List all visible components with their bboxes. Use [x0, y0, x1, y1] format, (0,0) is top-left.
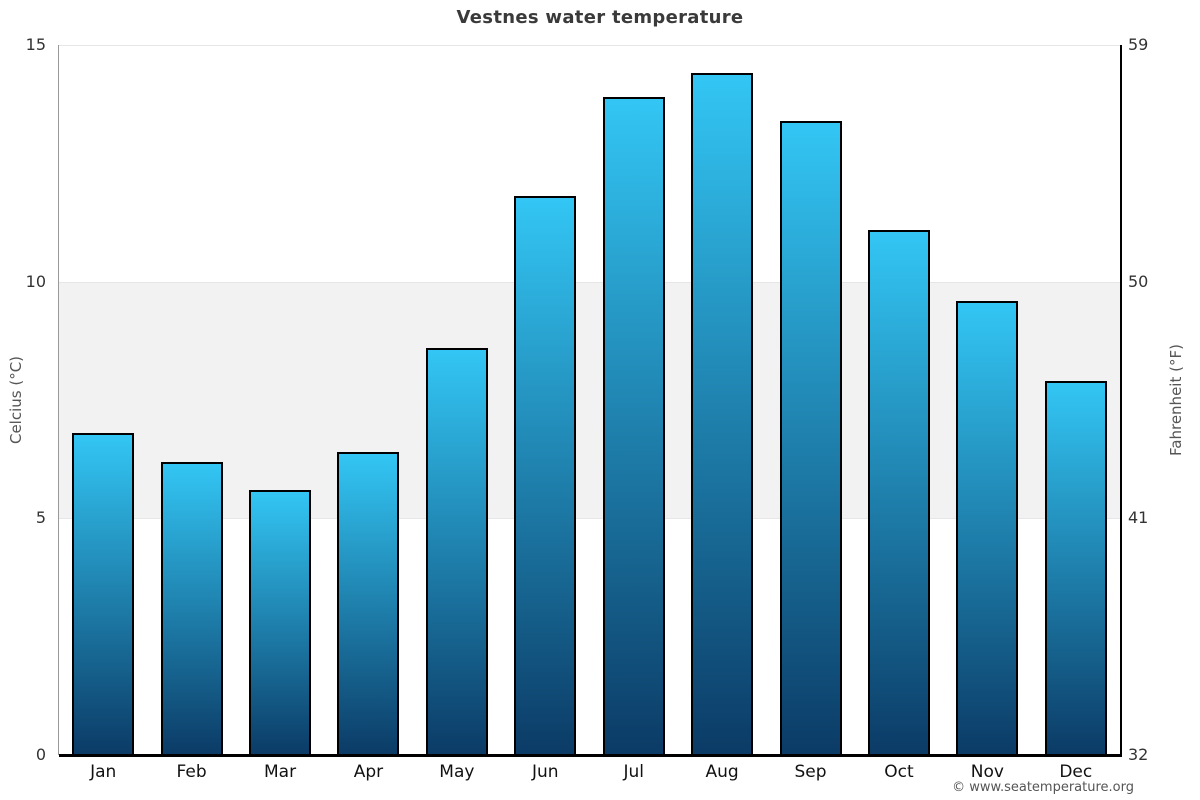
x-tick-label-aug: Aug: [705, 762, 739, 782]
x-tick-label-feb: Feb: [176, 762, 207, 782]
bar-oct: [867, 229, 930, 755]
bar-dec: [1044, 381, 1107, 755]
y-tick-right-50: 50: [1128, 271, 1149, 291]
x-tick-label-jun: Jun: [532, 762, 559, 782]
bar-may: [425, 347, 488, 755]
x-axis-line: [59, 754, 1122, 757]
y-axis-line-left: [58, 45, 59, 755]
y-tick-left-15: 15: [25, 35, 46, 54]
y-tick-left-10: 10: [25, 271, 46, 291]
gridline-10: [59, 281, 1120, 283]
y-tick-right-41: 41: [1128, 508, 1149, 528]
gridline-5: [59, 518, 1120, 520]
y-axis-line-right: [1120, 45, 1122, 757]
y-tick-right-32: 32: [1128, 745, 1149, 764]
y-tick-right-59: 59: [1128, 35, 1149, 54]
gridline-15: [59, 45, 1120, 46]
bar-mar: [249, 489, 312, 755]
credit-link[interactable]: © www.seatemperature.org: [952, 780, 1134, 795]
y-axis-title-celsius: Celcius (°C): [7, 355, 25, 445]
x-tick-label-sep: Sep: [794, 762, 827, 782]
plot-band-5-10: [59, 281, 1120, 519]
y-tick-left-5: 5: [35, 508, 46, 528]
bar-jun: [514, 196, 577, 755]
bar-nov: [956, 300, 1019, 755]
bar-feb: [160, 461, 223, 755]
x-tick-label-jul: Jul: [623, 762, 644, 782]
y-tick-left-0: 0: [35, 745, 46, 764]
y-axis-title-fahrenheit: Fahrenheit (°F): [1167, 344, 1185, 456]
chart-title: Vestnes water temperature: [456, 7, 744, 28]
plot-area: [59, 45, 1120, 755]
bar-jul: [602, 97, 665, 755]
bar-apr: [337, 452, 400, 755]
x-tick-label-may: May: [439, 762, 475, 782]
x-tick-label-nov: Nov: [970, 762, 1004, 782]
bar-jan: [72, 433, 135, 755]
x-tick-label-oct: Oct: [884, 762, 914, 782]
bar-aug: [691, 73, 754, 755]
x-tick-label-mar: Mar: [263, 762, 297, 782]
x-tick-label-dec: Dec: [1059, 762, 1093, 782]
x-tick-label-jan: Jan: [90, 762, 117, 782]
bar-sep: [779, 120, 842, 755]
x-tick-label-apr: Apr: [353, 762, 384, 782]
